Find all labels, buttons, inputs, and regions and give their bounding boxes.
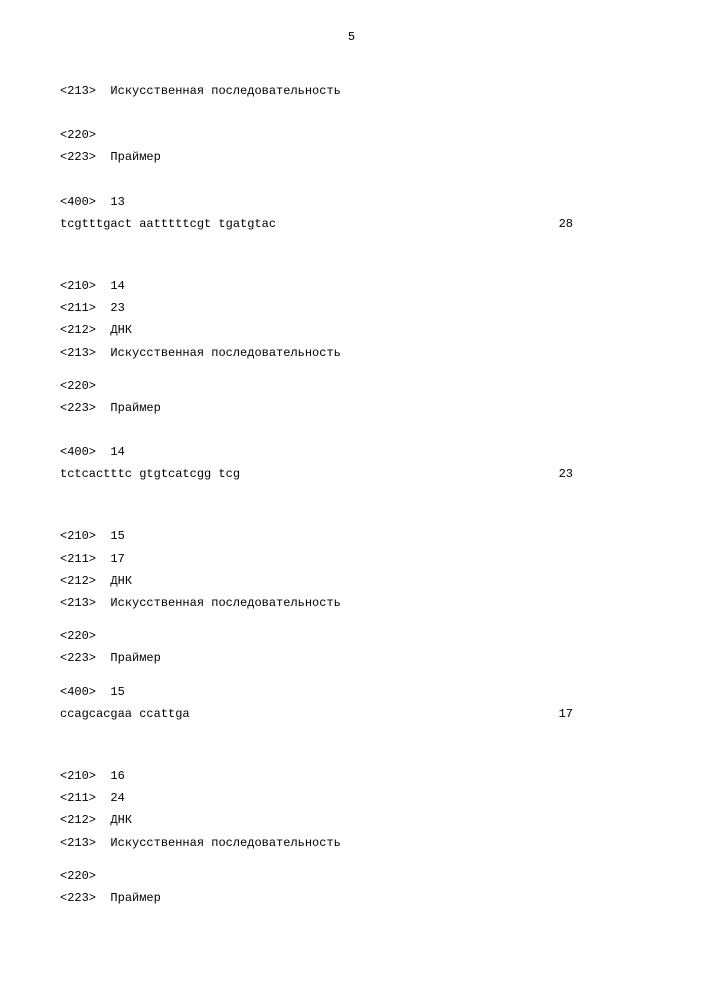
sequence-text: tctcactttc gtgtcatcgg tcg (60, 463, 240, 485)
sequence-row: ccagcacgaa ccattga 17 (60, 703, 643, 725)
sequence-length: 17 (559, 703, 643, 725)
tag-212: <212> ДНК (60, 319, 643, 341)
tag-213: <213> Искусственная последовательность (60, 592, 643, 614)
tag-400: <400> 14 (60, 441, 643, 463)
tag-223: <223> Праймер (60, 647, 643, 669)
tag-211: <211> 24 (60, 787, 643, 809)
tag-220: <220> (60, 625, 643, 647)
tag-223: <223> Праймер (60, 397, 643, 419)
sequence-row: tctcactttc gtgtcatcgg tcg 23 (60, 463, 643, 485)
tag-220: <220> (60, 375, 643, 397)
sequence-listing: <213> Искусственная последовательность <… (60, 80, 643, 909)
tag-400: <400> 13 (60, 191, 643, 213)
tag-213: <213> Искусственная последовательность (60, 832, 643, 854)
tag-220: <220> (60, 124, 643, 146)
tag-211: <211> 17 (60, 548, 643, 570)
tag-210: <210> 16 (60, 765, 643, 787)
tag-213: <213> Искусственная последовательность (60, 342, 643, 364)
tag-210: <210> 15 (60, 525, 643, 547)
tag-212: <212> ДНК (60, 809, 643, 831)
sequence-length: 23 (559, 463, 643, 485)
tag-220: <220> (60, 865, 643, 887)
tag-213: <213> Искусственная последовательность (60, 80, 643, 102)
sequence-row: tcgtttgact aatttttcgt tgatgtac 28 (60, 213, 643, 235)
sequence-text: ccagcacgaa ccattga (60, 703, 190, 725)
tag-223: <223> Праймер (60, 146, 643, 168)
tag-223: <223> Праймер (60, 887, 643, 909)
sequence-length: 28 (559, 213, 643, 235)
tag-210: <210> 14 (60, 275, 643, 297)
tag-400: <400> 15 (60, 681, 643, 703)
page-number: 5 (0, 30, 703, 44)
tag-212: <212> ДНК (60, 570, 643, 592)
tag-211: <211> 23 (60, 297, 643, 319)
sequence-text: tcgtttgact aatttttcgt tgatgtac (60, 213, 276, 235)
